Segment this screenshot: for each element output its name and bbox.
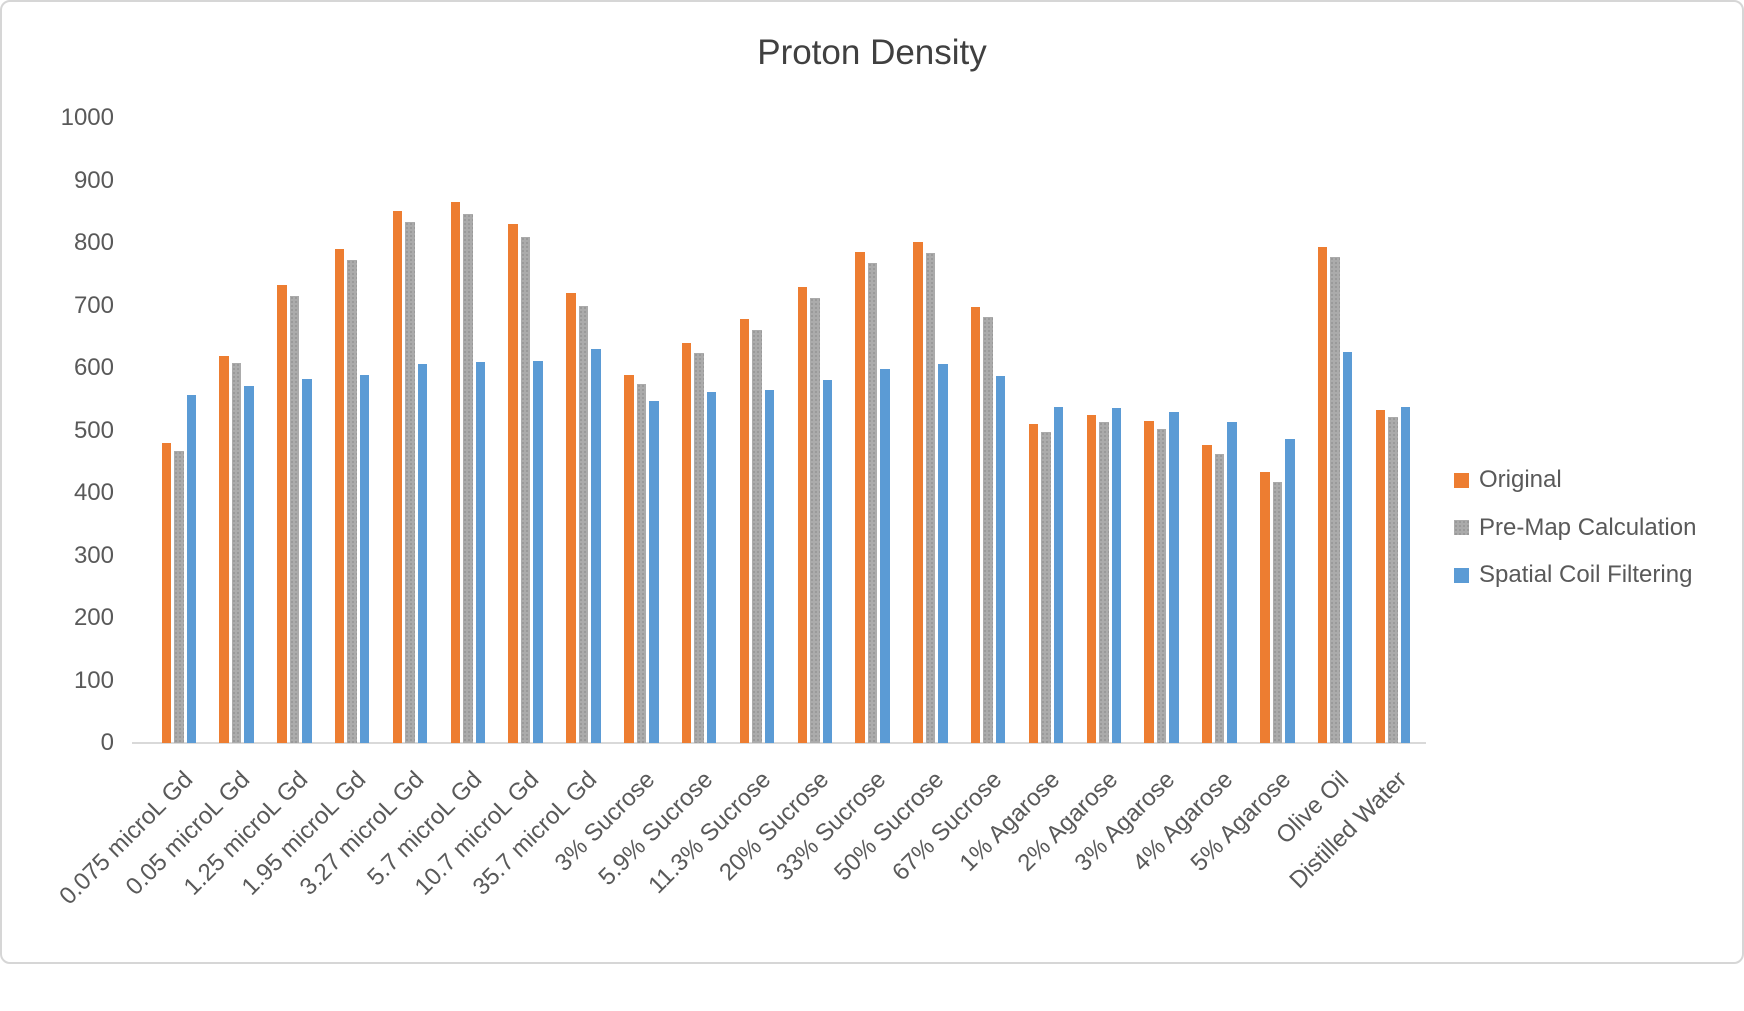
bar-pre-map-calculation [752, 329, 762, 743]
y-axis-tick-label: 500 [73, 416, 114, 444]
bar-original [797, 287, 808, 743]
bar-original [392, 210, 403, 743]
bar-original [624, 374, 634, 743]
chart-title: Proton Density [757, 33, 987, 72]
bar-pre-map-calculation [867, 263, 878, 743]
bar-spatial-coil-filtering [1053, 406, 1064, 743]
bar-pre-map-calculation [925, 253, 936, 743]
bar-pre-map-calculation [1330, 256, 1340, 743]
bar-spatial-coil-filtering [475, 362, 486, 743]
bar-original [277, 284, 287, 743]
plot-area: 0 100 200 300 400 500 600 700 800 900 1000 0.075 mi… [2, 2, 1742, 962]
bar-spatial-coil-filtering [1227, 421, 1237, 743]
bar-pre-map-calculation [983, 317, 993, 743]
bar-original [913, 242, 923, 743]
y-axis-tick-label: 400 [73, 479, 114, 506]
bar-spatial-coil-filtering [417, 364, 428, 743]
bar-original [1202, 444, 1212, 743]
bar-pre-map-calculation [810, 298, 820, 743]
bar-spatial-coil-filtering [995, 375, 1006, 743]
bar-pre-map-calculation [636, 384, 647, 743]
bar-original [1086, 414, 1097, 743]
bar-spatial-coil-filtering [938, 363, 948, 743]
y-axis-tick-label: 200 [73, 604, 114, 631]
bar-pre-map-calculation [231, 363, 242, 743]
legend-label: Pre-Map Calculation [1479, 513, 1697, 541]
bar-original [970, 307, 981, 743]
bar-spatial-coil-filtering [302, 379, 312, 743]
y-axis-tick-label: 800 [73, 229, 114, 256]
bar-original [1028, 424, 1039, 743]
bar-pre-map-calculation [174, 451, 184, 743]
y-axis-tick-label: 100 [73, 666, 114, 694]
bar-spatial-coil-filtering [1169, 412, 1179, 743]
bar-spatial-coil-filtering [1111, 408, 1122, 743]
bar-pre-map-calculation [1099, 422, 1109, 743]
bar-spatial-coil-filtering [706, 391, 717, 743]
bar-spatial-coil-filtering [1400, 406, 1411, 743]
bar-pre-map-calculation [578, 305, 589, 743]
x-axis-line [132, 742, 1426, 744]
bar-spatial-coil-filtering [591, 349, 601, 743]
legend-swatch-icon [1454, 472, 1469, 488]
bar-pre-map-calculation [1041, 431, 1051, 743]
bar-original [334, 248, 345, 743]
legend-swatch-icon [1454, 520, 1469, 535]
y-axis-tick-label: 0 [100, 729, 114, 756]
y-axis-tick-label: 600 [73, 354, 114, 381]
bar-original [1260, 471, 1270, 743]
legend-label: Original [1479, 466, 1562, 493]
bar-spatial-coil-filtering [1285, 438, 1295, 743]
y-axis-tick-label: 900 [73, 166, 114, 194]
bar-spatial-coil-filtering [880, 369, 890, 743]
bar-pre-map-calculation [405, 222, 415, 743]
bar-original [1317, 246, 1328, 743]
y-axis-tick-label: 1000 [60, 104, 114, 131]
bar-spatial-coil-filtering [244, 385, 254, 743]
bar-spatial-coil-filtering [822, 379, 833, 743]
bar-pre-map-calculation [694, 353, 704, 743]
legend-label: Spatial Coil Filtering [1479, 561, 1693, 588]
bar-pre-map-calculation [463, 214, 473, 743]
bar-original [855, 251, 865, 743]
bar-pre-map-calculation [1156, 429, 1167, 743]
bar-original [450, 201, 461, 743]
legend-swatch-icon [1454, 567, 1469, 583]
bar-original [161, 443, 171, 743]
legend-item: Spatial Coil Filtering [1454, 561, 1692, 589]
bar-pre-map-calculation [347, 259, 357, 743]
bar-spatial-coil-filtering [533, 361, 543, 743]
bar-original [1144, 420, 1154, 743]
bar-original [681, 343, 692, 743]
y-axis-tick-label: 300 [73, 541, 114, 569]
y-axis-tick-label: 700 [73, 291, 114, 319]
bar-pre-map-calculation [1272, 481, 1283, 743]
bar-spatial-coil-filtering [359, 374, 370, 743]
bar-pre-map-calculation [520, 236, 531, 743]
bar-original [1375, 409, 1386, 743]
legend-item: Pre-Map Calculation [1454, 514, 1696, 542]
bar-spatial-coil-filtering [764, 389, 775, 743]
bar-spatial-coil-filtering [186, 394, 196, 743]
bar-pre-map-calculation [1388, 417, 1398, 743]
bar-original [219, 355, 229, 743]
bar-original [508, 224, 518, 743]
legend-item: Original [1454, 466, 1562, 494]
bar-pre-map-calculation [1214, 453, 1225, 743]
bar-spatial-coil-filtering [1342, 352, 1353, 743]
bar-spatial-coil-filtering [649, 401, 659, 743]
bar-original [566, 293, 576, 743]
chart-frame: Proton Density 0 100 200 300 400 500 600 700 800… [0, 0, 1744, 964]
bar-original [739, 319, 750, 743]
bar-pre-map-calculation [289, 296, 300, 743]
